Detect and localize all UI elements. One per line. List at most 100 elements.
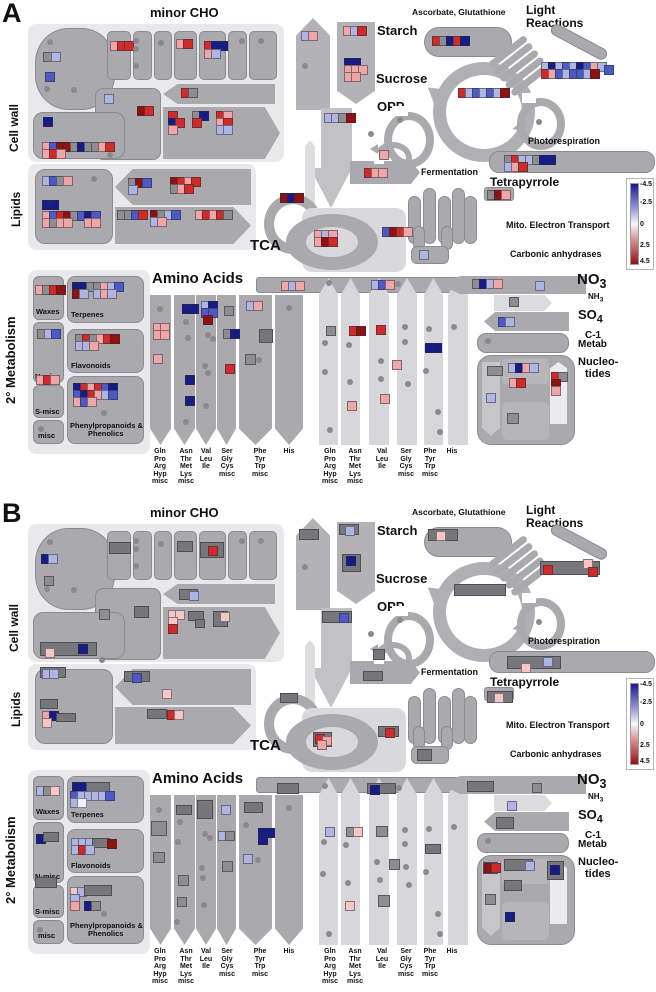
amino-column-label: Gln Pro Arg Hyp misc	[322, 948, 338, 986]
pathway-box	[133, 531, 152, 580]
amino-col-up	[424, 278, 443, 445]
nucleotides-inner-arrow-down	[482, 362, 500, 436]
colorbar-ticks: -4.5 -2.5 0 2.5 4.5	[640, 681, 656, 771]
pathway-box	[174, 31, 197, 80]
amino-col-down	[196, 795, 216, 945]
expression-square	[583, 62, 593, 72]
nucleotides-inner-box-top	[502, 359, 549, 384]
pathway-box	[154, 31, 172, 80]
amino-column-label: Val Leu Ile	[375, 448, 389, 471]
starch-column	[296, 518, 330, 610]
met-rod	[464, 696, 477, 744]
nh3-label: NH3	[588, 292, 604, 304]
lipids-arrow-right	[115, 207, 251, 244]
pathway-box	[228, 531, 247, 580]
misc-label: misc	[38, 431, 56, 440]
amino-column-label: Asn Thr Met Lys misc	[347, 448, 363, 486]
amino-col-down	[174, 795, 195, 945]
pathway-box	[199, 31, 226, 80]
expression-square	[569, 69, 579, 79]
met-rod	[464, 196, 477, 244]
fermentation-label: Fermentation	[421, 167, 479, 177]
pathway-box	[249, 31, 277, 80]
expression-square	[562, 62, 572, 72]
sucrose-label: Sucrose	[376, 71, 428, 86]
carbonic-anhydrases-label: Carbonic anhydrases	[510, 249, 602, 259]
ascorbate-label: Ascorbate, Glutathione	[412, 7, 506, 17]
pathway-box	[33, 112, 125, 159]
amino-col-down	[174, 295, 195, 445]
thin-up-arrow	[305, 140, 315, 204]
met-rod	[423, 688, 436, 744]
amino-col-up	[319, 278, 338, 445]
colorbar-tick: 4.5	[640, 758, 650, 765]
phenylpropanoids-label-2: Phenolics	[88, 429, 124, 438]
met-rod	[423, 188, 436, 244]
amino-col-up	[424, 778, 443, 945]
amino-column-label: Ser Gly Cys misc	[398, 948, 414, 978]
photorespiration-cycle-arrow	[517, 598, 565, 650]
amino-col-down	[275, 295, 303, 445]
starch-label: Starch	[377, 23, 418, 38]
tetrapyrrole-label: Tetrapyrrole	[490, 175, 560, 189]
lipids-label: Lipids	[9, 691, 23, 727]
amino-column-label: Phe Tyr Trp misc	[422, 948, 438, 978]
ascorbate-pill	[424, 27, 512, 57]
amino-col-down	[217, 795, 236, 945]
flavonoids-label: Flavonoids	[71, 361, 111, 370]
panel-B: B Cell wall minor CHO Lipids Waxes Terpe…	[0, 498, 656, 992]
carbonic-anhydrases-label: Carbonic anhydrases	[510, 749, 602, 759]
amino-col-down	[150, 295, 171, 445]
c1-label: C-1	[585, 330, 602, 341]
colorbar-tick: -2.5	[640, 699, 653, 706]
colorbar-tick: -4.5	[640, 681, 653, 688]
amino-col-down	[150, 795, 171, 945]
expression-square	[555, 69, 565, 79]
amino-col-up	[341, 278, 360, 445]
amino-col-up	[341, 778, 360, 945]
s-misc-box	[33, 385, 64, 418]
expression-square	[576, 62, 586, 72]
phenylpropanoids-label-1: Phenylpropanoids &	[70, 921, 143, 930]
flavonoids-label: Flavonoids	[71, 861, 111, 870]
colorbar-tick: 2.5	[640, 742, 650, 749]
glycolysis-arrow-down	[310, 168, 352, 208]
amino-column-label: Phe Tyr Trp misc	[252, 448, 268, 478]
amino-col-up	[397, 278, 417, 445]
glycolysis-arrow-down	[310, 668, 352, 708]
nucleotides-inner-box-bottom	[502, 402, 549, 440]
photorespiration-cycle-arrow	[517, 98, 565, 150]
amino-col-down	[239, 295, 272, 445]
amino-column-label: Asn Thr Met Lys misc	[178, 448, 194, 486]
expression-square	[588, 567, 598, 577]
amino-column-label: Gln Pro Arg Hyp misc	[152, 448, 168, 486]
lipids-box	[35, 169, 113, 244]
expression-square	[562, 69, 572, 79]
metab-label: Metab	[578, 839, 607, 850]
no3-arrow	[441, 276, 586, 294]
expression-square	[583, 559, 593, 569]
amino-col-up	[369, 278, 389, 445]
nucleotides-inner-arrow-up	[550, 362, 567, 424]
secondary-metabolism-label: 2° Metabolism	[3, 316, 18, 405]
met-small-box	[411, 746, 449, 764]
pathway-box	[249, 531, 277, 580]
so4-label: SO4	[578, 807, 603, 826]
amino-col-up	[448, 778, 468, 945]
light-reactions-label-2: Reactions	[526, 16, 584, 30]
ascorbate-label: Ascorbate, Glutathione	[412, 507, 506, 517]
tca-ellipse-inner	[306, 227, 358, 257]
waxes-box	[33, 276, 64, 320]
amino-acids-label: Amino Acids	[152, 270, 244, 287]
amino-column-label: Ser Gly Cys misc	[219, 948, 235, 978]
starch-label: Starch	[377, 523, 418, 538]
tetrapyrrole-bar	[484, 187, 514, 201]
expression-square	[590, 69, 600, 79]
n-misc-label: N-misc	[35, 872, 61, 881]
n-misc-label: N-misc	[35, 372, 61, 381]
s-misc-label: S-misc	[35, 407, 60, 416]
hook-arrowhead	[370, 644, 378, 654]
hook-arrowhead	[370, 144, 378, 154]
pathway-box	[228, 31, 247, 80]
starch-column	[296, 18, 330, 110]
